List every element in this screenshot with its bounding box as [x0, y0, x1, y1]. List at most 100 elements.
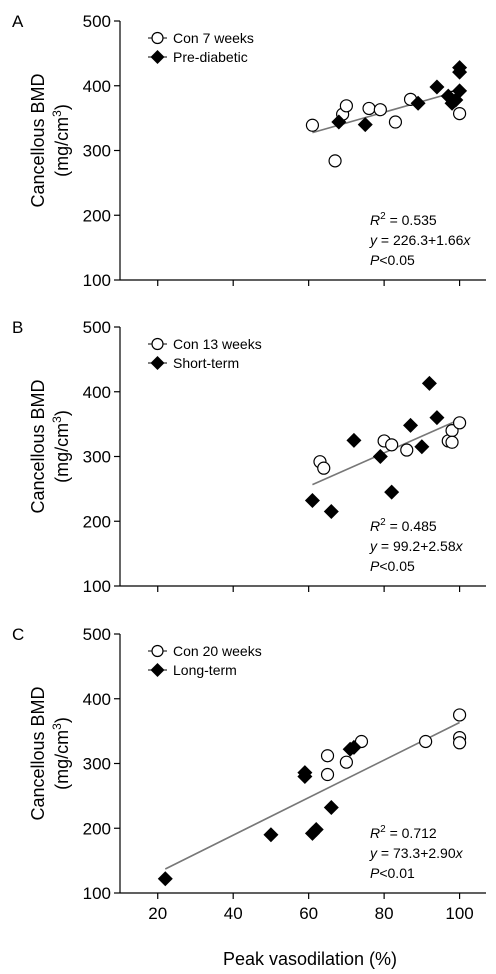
legend-label: Pre-diabetic — [173, 49, 248, 65]
data-point-open-circle — [452, 736, 467, 750]
data-point-diamond — [429, 79, 445, 95]
y-tick-label: 100 — [83, 577, 111, 596]
data-point-open-circle — [305, 118, 320, 132]
y-tick-label: 200 — [83, 206, 111, 225]
r-symbol: R — [370, 825, 380, 841]
y-tick-label: 200 — [83, 512, 111, 531]
data-point-diamond — [384, 484, 400, 500]
y-unit-text: (mg/cm — [52, 730, 72, 790]
regression-line — [164, 721, 460, 870]
x-axis-title: Peak vasodilation (%) — [223, 949, 397, 969]
data-point-diamond — [346, 432, 362, 448]
regression-line — [312, 418, 460, 486]
data-point-diamond — [414, 439, 430, 455]
legend-label: Con 13 weeks — [173, 336, 262, 352]
data-point-open-circle — [419, 734, 433, 749]
p-symbol: P — [370, 252, 380, 268]
data-point-diamond — [410, 95, 426, 111]
panel-letter: B — [12, 318, 23, 337]
y-tick-label: 100 — [83, 271, 111, 290]
data-point-diamond — [452, 60, 468, 76]
legend-label: Con 7 weeks — [173, 30, 254, 46]
y-axis-title: Cancellous BMD — [28, 686, 48, 820]
y-tick-label: 400 — [83, 383, 111, 402]
y-unit-superscript: 3 — [50, 110, 64, 117]
data-point-open-circle — [452, 416, 467, 430]
y-unit-close: ) — [52, 410, 72, 416]
legend-label: Long-term — [173, 662, 237, 678]
y-unit-close: ) — [52, 104, 72, 110]
data-point-diamond — [357, 117, 373, 133]
eq-x: x — [455, 538, 464, 554]
regression-equation: y = 73.3+2.90x — [369, 845, 464, 861]
y-tick-label: 500 — [83, 12, 111, 31]
data-point-diamond — [323, 800, 339, 816]
x-tick-label: 60 — [299, 904, 318, 923]
p-symbol: P — [370, 865, 380, 881]
r-squared-text: R2 = 0.712 — [370, 824, 437, 841]
r-squared-superscript: 2 — [380, 517, 386, 528]
data-point-open-circle — [385, 438, 399, 452]
data-point-open-circle — [400, 443, 414, 457]
data-point-diamond — [331, 114, 347, 130]
eq-body: = 226.3+1.66 — [377, 232, 464, 248]
data-point-open-circle — [320, 767, 335, 782]
panel-a: A 100 200 300 400 500 Cancellous BMD (mg/cm3) Co… — [12, 12, 486, 290]
legend-label: Con 20 weeks — [173, 643, 262, 659]
data-point-diamond — [157, 871, 173, 887]
data-point-diamond — [421, 375, 437, 391]
x-tick-label: 100 — [445, 904, 473, 923]
x-tick-label: 80 — [375, 904, 394, 923]
p-value: <0.05 — [379, 558, 415, 574]
eq-y: y — [369, 232, 378, 248]
data-point-diamond — [297, 765, 313, 781]
legend-open-circle-marker — [151, 644, 164, 658]
p-symbol: P — [370, 558, 380, 574]
regression-equation: y = 226.3+1.66x — [369, 232, 471, 248]
y-unit-superscript: 3 — [50, 416, 64, 423]
p-value-text: P<0.01 — [370, 865, 415, 881]
y-unit-close: ) — [52, 717, 72, 723]
eq-x: x — [462, 232, 471, 248]
r-squared-value: = 0.535 — [386, 212, 437, 228]
p-value-text: P<0.05 — [370, 252, 415, 268]
r-symbol: R — [370, 518, 380, 534]
regression-equation: y = 99.2+2.58x — [369, 538, 464, 554]
data-point-open-circle — [388, 115, 403, 129]
data-point-open-circle — [452, 708, 467, 722]
data-point-open-circle — [328, 154, 342, 168]
x-tick-label: 40 — [224, 904, 243, 923]
legend-diamond-marker — [150, 50, 165, 64]
legend-diamond-marker — [150, 356, 165, 370]
data-point-diamond — [403, 417, 419, 433]
data-point-open-circle — [445, 435, 459, 449]
r-symbol: R — [370, 212, 380, 228]
y-tick-label: 500 — [83, 625, 111, 644]
y-unit-text: (mg/cm — [52, 117, 72, 177]
data-point-diamond — [263, 827, 279, 843]
data-point-open-circle — [452, 106, 467, 121]
x-tick-label: 20 — [148, 904, 167, 923]
y-axis-title: Cancellous BMD — [28, 379, 48, 513]
p-value: <0.05 — [379, 252, 415, 268]
panel-c: C 100 200 300 400 500 20 40 60 80 100 Cancellous BM… — [12, 625, 486, 923]
y-axis-unit: (mg/cm3) — [50, 104, 72, 177]
y-unit-superscript: 3 — [50, 723, 64, 730]
y-axis-title: Cancellous BMD — [28, 73, 48, 207]
r-squared-superscript: 2 — [380, 824, 386, 835]
eq-body: = 73.3+2.90 — [377, 845, 456, 861]
data-point-open-circle — [320, 749, 335, 763]
r-squared-text: R2 = 0.535 — [370, 211, 437, 228]
data-point-open-circle — [339, 755, 353, 769]
y-tick-label: 400 — [83, 690, 111, 709]
data-point-open-circle — [317, 461, 331, 475]
data-point-diamond — [323, 504, 339, 520]
y-tick-label: 300 — [83, 142, 111, 161]
y-tick-label: 300 — [83, 448, 111, 467]
data-point-diamond — [308, 822, 324, 838]
legend-open-circle-marker — [151, 31, 164, 45]
r-squared-text: R2 = 0.485 — [370, 517, 437, 534]
data-point-diamond — [452, 83, 468, 99]
eq-y: y — [369, 538, 378, 554]
data-point-open-circle — [339, 99, 353, 113]
